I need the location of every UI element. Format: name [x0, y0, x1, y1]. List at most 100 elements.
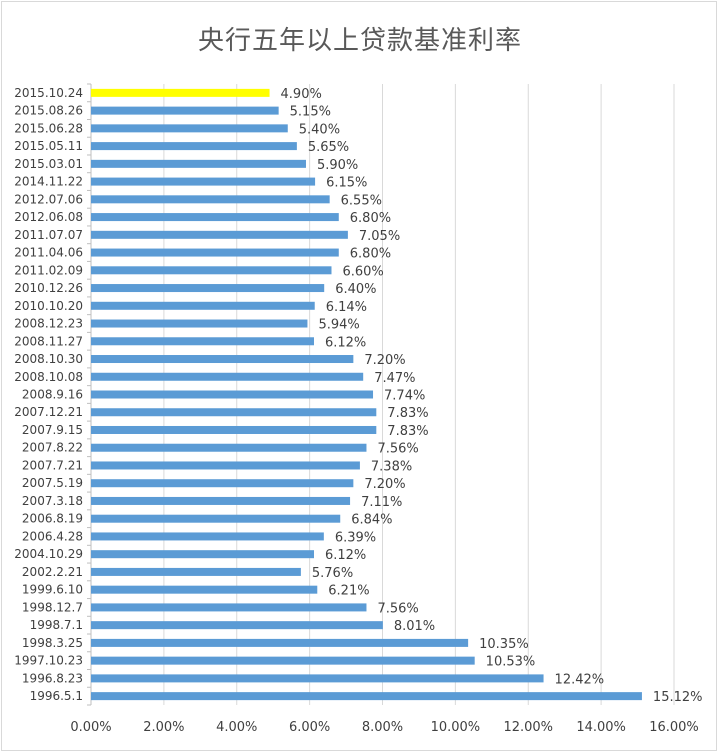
category-label: 2012.06.08 — [14, 210, 83, 224]
x-tick-label: 6.00% — [289, 720, 330, 735]
data-label: 6.55% — [341, 193, 382, 208]
category-label: 2008.10.30 — [14, 352, 83, 366]
x-tick-label: 4.00% — [216, 720, 257, 735]
bar — [91, 443, 367, 452]
data-label: 6.39% — [335, 530, 376, 545]
bar — [91, 372, 364, 381]
category-label: 2004.10.29 — [14, 547, 83, 561]
data-label: 7.47% — [374, 371, 415, 386]
category-label: 2010.10.20 — [14, 299, 83, 313]
data-label: 7.11% — [361, 495, 402, 510]
bar — [91, 142, 297, 151]
bar — [91, 213, 339, 222]
category-label: 1996.8.23 — [22, 671, 83, 685]
data-label: 10.53% — [486, 655, 536, 670]
bar — [91, 124, 288, 133]
data-label: 6.12% — [325, 335, 366, 350]
data-label: 7.05% — [359, 229, 400, 244]
data-label: 6.15% — [326, 176, 367, 191]
bar — [91, 479, 354, 488]
x-tick-label: 0.00% — [70, 720, 111, 735]
bar — [91, 621, 383, 630]
data-label: 7.20% — [364, 353, 405, 368]
bar — [91, 88, 270, 97]
data-label: 6.84% — [351, 513, 392, 528]
bar — [91, 230, 348, 239]
category-label: 1998.7.1 — [30, 618, 83, 632]
x-tick-label: 2.00% — [143, 720, 184, 735]
category-label: 2015.03.01 — [14, 157, 83, 171]
data-label: 4.90% — [281, 87, 322, 102]
category-label: 2007.12.21 — [14, 405, 83, 419]
data-label: 5.90% — [317, 158, 358, 173]
category-label: 2008.11.27 — [14, 334, 83, 348]
category-label: 2011.07.07 — [14, 228, 83, 242]
bar — [91, 692, 642, 701]
category-label: 1999.6.10 — [22, 583, 83, 597]
data-label: 6.14% — [326, 300, 367, 315]
category-label: 1998.12.7 — [22, 600, 83, 614]
bar — [91, 390, 374, 399]
category-label: 2007.5.19 — [22, 476, 83, 490]
bar — [91, 195, 330, 204]
bar — [91, 301, 315, 310]
category-label: 1997.10.23 — [14, 654, 83, 668]
data-label: 6.80% — [350, 247, 391, 262]
data-label: 5.15% — [290, 105, 331, 120]
data-label: 6.40% — [335, 282, 376, 297]
category-label: 2008.12.23 — [14, 317, 83, 331]
category-label: 2007.7.21 — [22, 458, 83, 472]
data-label: 6.21% — [328, 584, 369, 599]
data-label: 12.42% — [555, 672, 605, 687]
data-label: 5.40% — [299, 122, 340, 137]
category-label: 2007.3.18 — [22, 494, 83, 508]
category-label: 2012.07.06 — [14, 192, 83, 206]
bar — [91, 532, 324, 541]
bar — [91, 603, 367, 612]
bar — [91, 319, 308, 328]
data-label: 10.35% — [479, 637, 529, 652]
x-tick-label: 8.00% — [362, 720, 403, 735]
x-tick-label: 16.00% — [649, 720, 699, 735]
category-label: 2010.12.26 — [14, 281, 83, 295]
data-label: 7.56% — [377, 442, 418, 457]
bar — [91, 550, 314, 559]
bar — [91, 585, 318, 594]
category-label: 2015.10.24 — [14, 86, 83, 100]
data-label: 7.38% — [371, 459, 412, 474]
chart-title: 央行五年以上贷款基准利率 — [197, 26, 522, 56]
data-label: 7.83% — [387, 424, 428, 439]
category-label: 2015.05.11 — [14, 139, 83, 153]
x-tick-label: 12.00% — [503, 720, 553, 735]
bar — [91, 674, 544, 683]
data-label: 15.12% — [653, 690, 703, 705]
data-label: 5.76% — [312, 566, 353, 581]
bar — [91, 656, 475, 665]
category-label: 1996.5.1 — [30, 689, 83, 703]
x-tick-label: 10.00% — [431, 720, 481, 735]
bar — [91, 567, 301, 576]
data-label: 7.56% — [377, 601, 418, 616]
category-label: 2011.04.06 — [14, 246, 83, 260]
bar — [91, 266, 332, 275]
category-label: 2008.10.08 — [14, 370, 83, 384]
category-label: 1998.3.25 — [22, 636, 83, 650]
category-label: 2002.2.21 — [22, 565, 83, 579]
bar — [91, 159, 306, 168]
bar — [91, 106, 279, 115]
bar — [91, 408, 377, 417]
data-label: 6.12% — [325, 548, 366, 563]
category-label: 2006.4.28 — [22, 529, 83, 543]
bar — [91, 496, 351, 505]
bar — [91, 355, 354, 364]
data-label: 5.65% — [308, 140, 349, 155]
bar — [91, 248, 339, 257]
bar — [91, 461, 360, 470]
bar — [91, 638, 469, 647]
category-label: 2007.9.15 — [22, 423, 83, 437]
category-label: 2008.9.16 — [22, 388, 83, 402]
data-label: 7.74% — [384, 389, 425, 404]
data-label: 7.20% — [364, 477, 405, 492]
